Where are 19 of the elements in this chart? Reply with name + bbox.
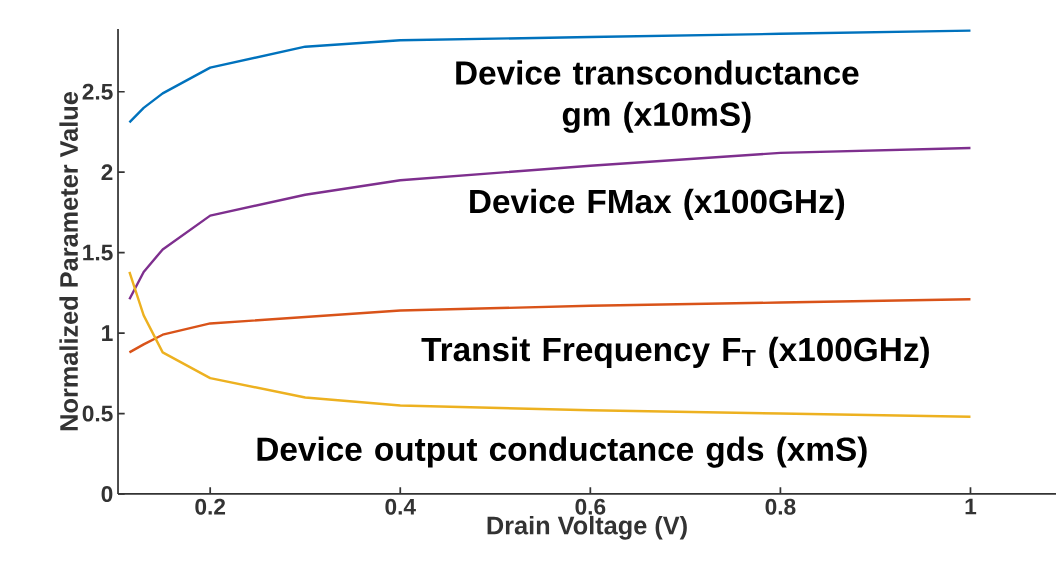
- x-tick-label: 0.6: [575, 498, 606, 515]
- series-label: Device transconductance gm (x10mS): [456, 60, 859, 133]
- y-tick-label: 2.5: [82, 83, 113, 100]
- series-label: Device FMax (x100GHz): [470, 188, 845, 220]
- y-tick-label: 0: [101, 485, 113, 503]
- x-tick-label: 1: [965, 498, 977, 515]
- line-series: [128, 146, 972, 301]
- series-label: Transit Frequency F$_{T}$ (x100GHz): [421, 336, 929, 368]
- line-series: [128, 270, 972, 418]
- y-tick-label: 1: [102, 325, 113, 341]
- series-label: Device output conductance gds (xmS): [257, 436, 867, 468]
- x-tick-label: 0.4: [385, 498, 416, 515]
- x-axis-title: Drain Voltage (V): [487, 515, 687, 540]
- y-tick-label: 1.5: [83, 244, 113, 261]
- y-tick-label: 2: [101, 164, 113, 181]
- x-tick-label: 0.2: [195, 498, 226, 515]
- y-tick-label: 0.5: [82, 405, 113, 422]
- y-axis-title: Normalized Parameter Value: [59, 92, 78, 431]
- x-tick-label: 0.8: [765, 498, 796, 515]
